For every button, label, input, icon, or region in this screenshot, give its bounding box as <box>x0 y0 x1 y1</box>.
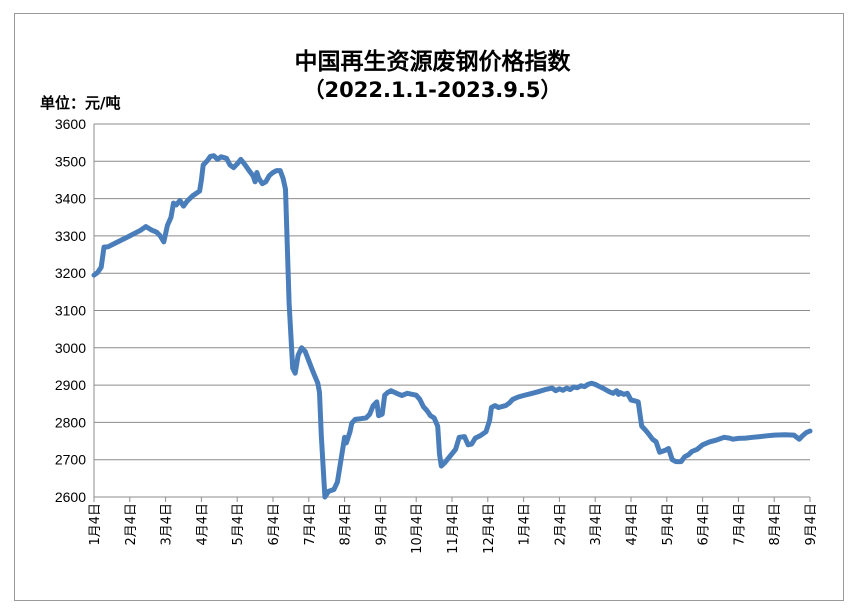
x-tick-label: 4月4日 <box>195 503 210 546</box>
x-tick-label: 6月4日 <box>267 503 282 546</box>
x-tick-label: 12月4日 <box>482 503 497 554</box>
x-tick-label: 7月4日 <box>732 503 747 546</box>
y-tick-label: 3500 <box>55 153 86 169</box>
y-tick-label: 3100 <box>55 303 86 319</box>
y-tick-label: 2800 <box>55 414 86 430</box>
chart-subtitle: （2022.1.1-2023.9.5） <box>303 78 562 102</box>
x-tick-label: 10月4日 <box>410 503 425 554</box>
y-tick-label: 2900 <box>55 377 86 393</box>
x-tick-label: 9月4日 <box>374 503 389 546</box>
x-tick-label: 8月4日 <box>768 503 783 546</box>
y-axis-unit-label: 单位：元/吨 <box>40 94 121 112</box>
y-tick-label: 3600 <box>55 116 86 132</box>
x-tick-label: 2月4日 <box>553 503 568 546</box>
chart-frame <box>14 13 844 601</box>
x-tick-label: 3月4日 <box>589 503 604 546</box>
series-line-0 <box>91 153 813 500</box>
x-tick-label: 1月4日 <box>88 503 103 546</box>
x-tick-label: 11月4日 <box>446 503 461 554</box>
x-tick-label: 4月4日 <box>625 503 640 546</box>
y-tick-label: 3400 <box>55 191 86 207</box>
x-tick-label: 5月4日 <box>661 503 676 546</box>
x-tick-label: 3月4日 <box>160 503 175 546</box>
y-tick-label: 3300 <box>55 228 86 244</box>
grid-lines <box>94 123 810 498</box>
series-layer <box>91 153 813 500</box>
x-tick-label: 8月4日 <box>339 503 354 546</box>
x-axis: 1月4日 2月4日 3月4日 4月4日 5月4日 6月4日 7月4日 8月4日 9月4日 10月4… <box>88 124 819 554</box>
x-tick-label: 2月4日 <box>124 503 139 546</box>
y-tick-label: 3000 <box>55 340 86 356</box>
x-tick-label: 9月4日 <box>804 503 819 546</box>
y-tick-label: 3200 <box>55 265 86 281</box>
x-tick-label: 1月4日 <box>518 503 533 546</box>
x-tick-label: 7月4日 <box>303 503 318 546</box>
x-tick-label: 5月4日 <box>231 503 246 546</box>
y-tick-label: 2700 <box>55 452 86 468</box>
y-axis-tick-labels: 2600 2700 2800 2900 3000 3100 3200 3300 3400 3500… <box>55 116 86 505</box>
x-tick-label: 6月4日 <box>697 503 712 546</box>
chart-title: 中国再生资源废钢价格指数 <box>294 49 571 75</box>
y-tick-label: 2600 <box>55 489 86 505</box>
